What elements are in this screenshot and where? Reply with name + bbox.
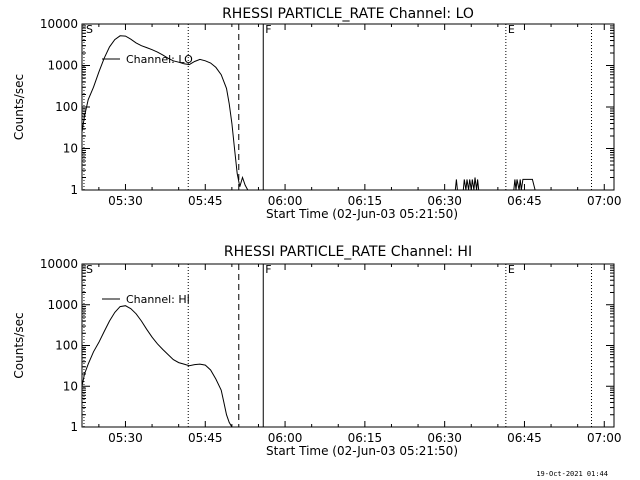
marker-label: F	[265, 263, 271, 276]
x-axis-label: Start Time (02-Jun-03 05:21:50)	[266, 444, 458, 458]
y-tick-label: 1	[70, 420, 78, 434]
plot-frame	[81, 23, 615, 191]
chart-title: RHESSI PARTICLE_RATE Channel: HI	[224, 244, 472, 260]
series-line-lo-late	[454, 177, 537, 191]
marker-label: F	[265, 23, 271, 36]
x-axis-label: Start Time (02-Jun-03 05:21:50)	[266, 207, 458, 221]
y-tick-label: 1000	[47, 59, 78, 73]
x-tick-label: 06:30	[427, 194, 462, 208]
y-tick-label: 1000	[47, 298, 78, 312]
x-tick-label: 06:00	[268, 431, 303, 445]
y-tick-label: 10000	[40, 17, 78, 31]
lo-channel-panel: RHESSI PARTICLE_RATE Channel: LO S F E 05:30…	[12, 6, 622, 221]
marker-label: E	[508, 23, 515, 36]
marker-label: S	[86, 263, 93, 276]
series-line-hi	[81, 305, 233, 428]
hi-channel-panel: RHESSI PARTICLE_RATE Channel: HI S F E 05:30…	[12, 244, 622, 458]
y-tick-label: 10	[63, 379, 78, 393]
y-axis-label: Counts/sec	[12, 312, 26, 378]
timestamp-label: 19-Oct-2021 01:44	[536, 470, 608, 478]
x-tick-label: 05:45	[188, 431, 223, 445]
series-line-lo	[81, 35, 249, 191]
marker-label: E	[508, 263, 515, 276]
y-tick-label: 10000	[40, 257, 78, 271]
x-tick-label: 06:15	[348, 194, 383, 208]
marker-label: S	[86, 23, 93, 36]
y-tick-label: 10	[63, 142, 78, 156]
x-tick-label: 06:45	[507, 194, 542, 208]
chart-title: RHESSI PARTICLE_RATE Channel: LO	[222, 6, 474, 22]
x-tick-label: 06:15	[348, 431, 383, 445]
x-tick-label: 05:30	[108, 194, 143, 208]
x-tick-label: 07:00	[587, 194, 622, 208]
x-tick-label: 06:00	[268, 194, 303, 208]
y-tick-label: 100	[55, 339, 78, 353]
y-axis-label: Counts/sec	[12, 74, 26, 140]
x-tick-label: 05:30	[108, 431, 143, 445]
legend-label: Channel: LO	[126, 53, 193, 66]
x-tick-label: 05:45	[188, 194, 223, 208]
legend-label: Channel: HI	[126, 293, 190, 306]
x-tick-label: 07:00	[587, 431, 622, 445]
y-tick-label: 100	[55, 100, 78, 114]
x-tick-label: 06:30	[427, 431, 462, 445]
plot-frame	[81, 263, 615, 428]
x-tick-label: 06:45	[507, 431, 542, 445]
y-tick-label: 1	[70, 183, 78, 197]
